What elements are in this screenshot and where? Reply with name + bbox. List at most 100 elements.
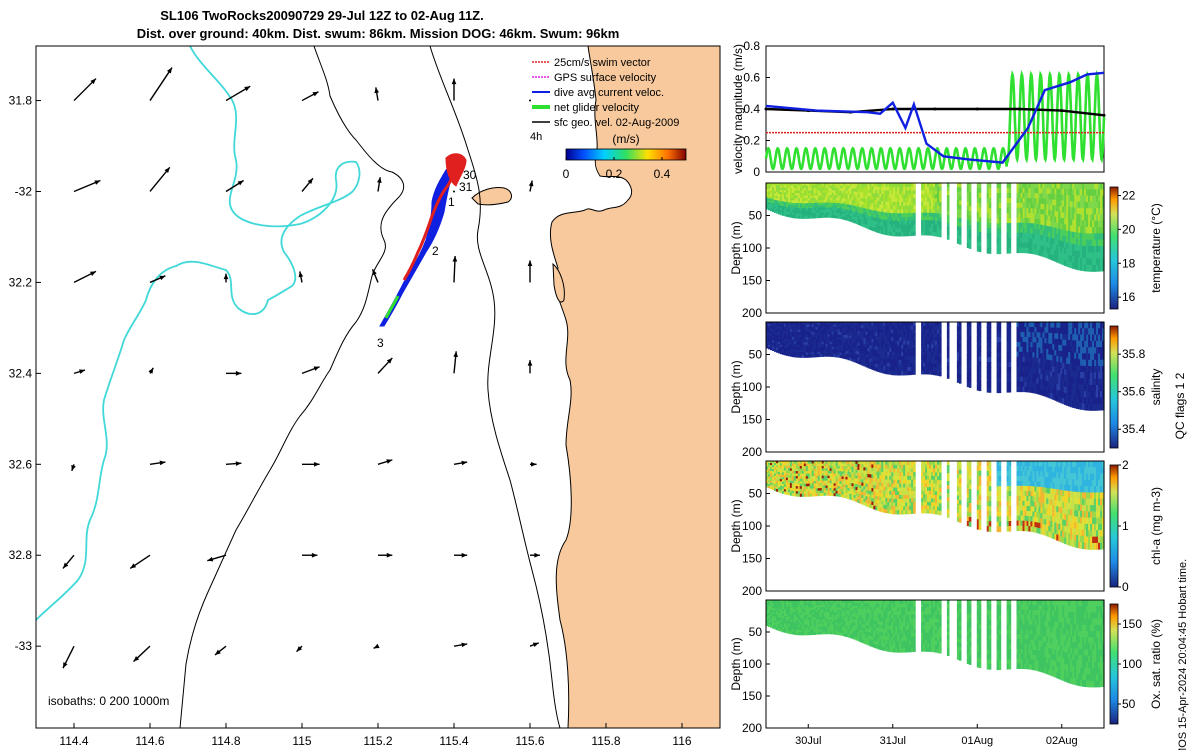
section-cell (839, 476, 843, 480)
section-cell (879, 354, 882, 359)
section-cell (1026, 381, 1030, 388)
section-cell (833, 483, 837, 487)
section-cell (1054, 211, 1057, 218)
section-cell (968, 368, 972, 374)
section-cell (1076, 365, 1079, 372)
section-cell (1038, 224, 1041, 230)
section-cell (785, 489, 789, 493)
section-cell (1006, 342, 1010, 348)
section-cell (897, 359, 900, 365)
section-cell (1042, 385, 1045, 391)
section-cell (968, 187, 972, 193)
section-cell (851, 213, 855, 217)
section-cell (1098, 347, 1101, 354)
section-cell (871, 355, 874, 360)
section-cell (903, 190, 906, 195)
geo-vector-head (235, 371, 242, 376)
section-cell (966, 224, 970, 230)
section-cell (1032, 387, 1035, 394)
section-cell (869, 355, 872, 360)
section-cell (789, 490, 793, 494)
section-cell (885, 366, 888, 371)
section-cell (774, 482, 777, 485)
section-cell (809, 478, 813, 482)
section-cell (1038, 219, 1041, 225)
section-cell (775, 330, 779, 334)
section-cell (809, 203, 813, 207)
section-cell (875, 186, 878, 191)
section-cell (799, 352, 803, 356)
section-cell (976, 226, 980, 233)
section-cell (1040, 224, 1043, 231)
section-cell (1070, 358, 1073, 365)
section-cell (1056, 250, 1059, 258)
section-cell (891, 205, 894, 210)
section-cell (831, 478, 835, 482)
section-cell (986, 233, 990, 239)
section-cell (1074, 238, 1077, 245)
section-cell (1050, 215, 1053, 222)
map-x-tick-label: 115.6 (515, 734, 544, 748)
section-cell (867, 338, 870, 343)
section-cell (851, 216, 855, 220)
section-cell (1078, 232, 1081, 240)
section-cell (867, 325, 870, 330)
section-cell (865, 473, 868, 478)
section-cell (815, 334, 819, 338)
section-cell (1016, 386, 1020, 393)
section-cell (863, 325, 866, 329)
section-cell (875, 214, 878, 219)
section-cell (1066, 248, 1069, 255)
section-cell (787, 465, 791, 469)
section-cell (791, 478, 795, 482)
section-cell (807, 354, 811, 358)
section-cell (867, 470, 870, 475)
section-cell (774, 199, 777, 203)
section-cell (889, 325, 892, 330)
section-cell (791, 183, 795, 186)
section-cell (968, 331, 972, 337)
section-cell (996, 213, 1000, 219)
section-cell (1020, 356, 1024, 363)
section-cell (899, 356, 902, 361)
section-cell (815, 488, 819, 492)
section-cell (925, 231, 928, 236)
section-cell (921, 366, 924, 371)
section-cell (811, 488, 815, 492)
section-cell (937, 325, 940, 331)
section-cell (801, 208, 805, 212)
section-cell (789, 348, 793, 352)
section-cell (770, 466, 773, 470)
section-cell (871, 488, 874, 492)
section-cell (1046, 204, 1049, 211)
section-cell (831, 212, 835, 216)
section-cell (1056, 384, 1059, 391)
section-cell (1098, 328, 1101, 336)
section-cell (829, 490, 833, 494)
section-cell (1008, 357, 1012, 363)
section-cell (931, 363, 934, 368)
section-cell (783, 190, 787, 193)
section-cell (877, 204, 880, 209)
section-cell (819, 488, 823, 492)
section-cell (781, 187, 785, 191)
section-cell (867, 461, 870, 465)
section-cell (1044, 364, 1047, 371)
section-cell (837, 463, 841, 467)
section-cell (859, 500, 862, 504)
section-cell (861, 204, 864, 209)
section-cell (1018, 202, 1022, 209)
section-cell (781, 340, 785, 344)
section-cell (793, 327, 797, 330)
section-cell (968, 322, 972, 328)
section-cell (893, 201, 896, 207)
section-cell (937, 213, 940, 218)
section-cell (1034, 372, 1037, 379)
section-cell (845, 206, 849, 210)
section-cell (929, 224, 932, 229)
map-x-ticks: 114.4 114.6 114.8 115 115.2 115.4 115.6 115.8 11… (59, 723, 692, 748)
section-cell (1022, 371, 1026, 378)
section-cell (865, 502, 868, 507)
section-cell (1086, 328, 1089, 336)
section-cell (946, 362, 950, 367)
